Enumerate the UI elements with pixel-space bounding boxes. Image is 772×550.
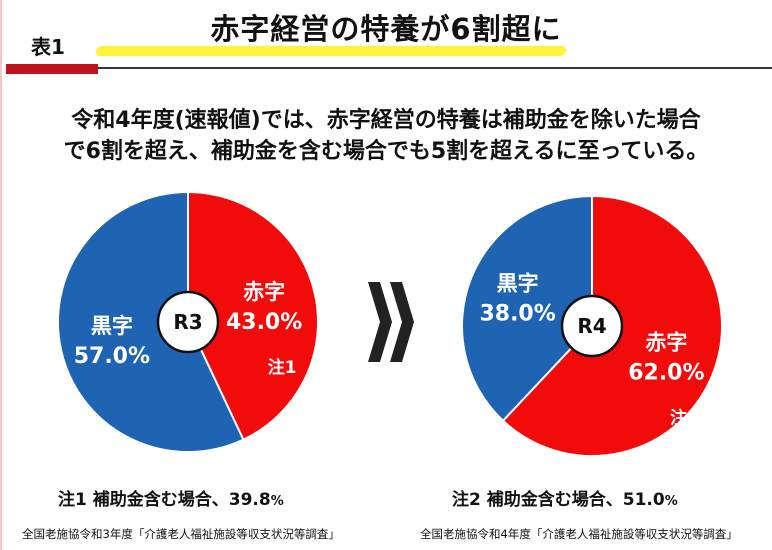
footnote-r3-text: 注1 補助金含む場合、39.8 (58, 490, 271, 510)
footnote-r4-unit: % (664, 494, 678, 509)
slice-value-label: 62.0% (628, 360, 704, 385)
source-r3: 全国老施協令和3年度「介護老人福祉施設等収支状況等調査」 (22, 527, 340, 541)
slice-label: 黒字 (91, 314, 133, 338)
pie-slice-surplus (57, 190, 245, 453)
pie-center-label: R4 (577, 314, 606, 338)
slice-note-label: 注1 (268, 357, 297, 378)
slice-label: 赤字 (645, 330, 687, 354)
chevron-right-icon (390, 282, 414, 362)
pie-slice-deficit (187, 190, 319, 441)
source-r4: 全国老施協令和4年度「介護老人福祉施設等収支状況等調査」 (420, 527, 738, 541)
chevron-right-icon (368, 282, 392, 362)
pie-center-label: R3 (173, 310, 202, 334)
title-underline (98, 67, 772, 69)
left-border-line (0, 0, 2, 550)
footnote-r4: 注2 補助金含む場合、51.0% (452, 485, 678, 510)
page-title: 赤字経営の特養が6割超に (210, 12, 562, 46)
slice-value-label: 43.0% (226, 310, 302, 335)
pie-center-disc (156, 290, 220, 354)
table-label-accent-bar (6, 64, 98, 74)
lead-line-2: で6割を超え、補助金を含む場合でも5割を超えるに至っている。 (63, 139, 709, 164)
slice-value-label: 57.0% (74, 344, 150, 369)
pie-slice-surplus (461, 194, 593, 423)
table-label: 表1 (31, 35, 65, 59)
transition-chevrons (368, 282, 414, 362)
title-box: 赤字経営の特養が6割超に (96, 0, 676, 60)
lead-text: 令和4年度(速報値)では、赤字経営の特養は補助金を除いた場合 で6割を超え、補助… (0, 105, 772, 167)
slice-label: 黒字 (497, 272, 539, 296)
pie-chart-r4: 赤字 62.0% 注2 黒字 38.0% R4 (461, 194, 723, 457)
footnote-r4-text: 注2 補助金含む場合、51.0 (452, 490, 665, 510)
slice-label: 赤字 (243, 280, 285, 304)
lead-line-1: 令和4年度(速報値)では、赤字経営の特養は補助金を除いた場合 (71, 108, 701, 133)
slice-value-label: 38.0% (479, 302, 555, 327)
pie-chart-r3: 赤字 43.0% 注1 黒字 57.0% R3 (57, 190, 319, 453)
pie-center-disc (560, 294, 624, 358)
slice-note-label: 注2 (670, 407, 699, 428)
footnote-r3: 注1 補助金含む場合、39.8% (58, 485, 284, 510)
footnote-r3-unit: % (270, 494, 284, 509)
